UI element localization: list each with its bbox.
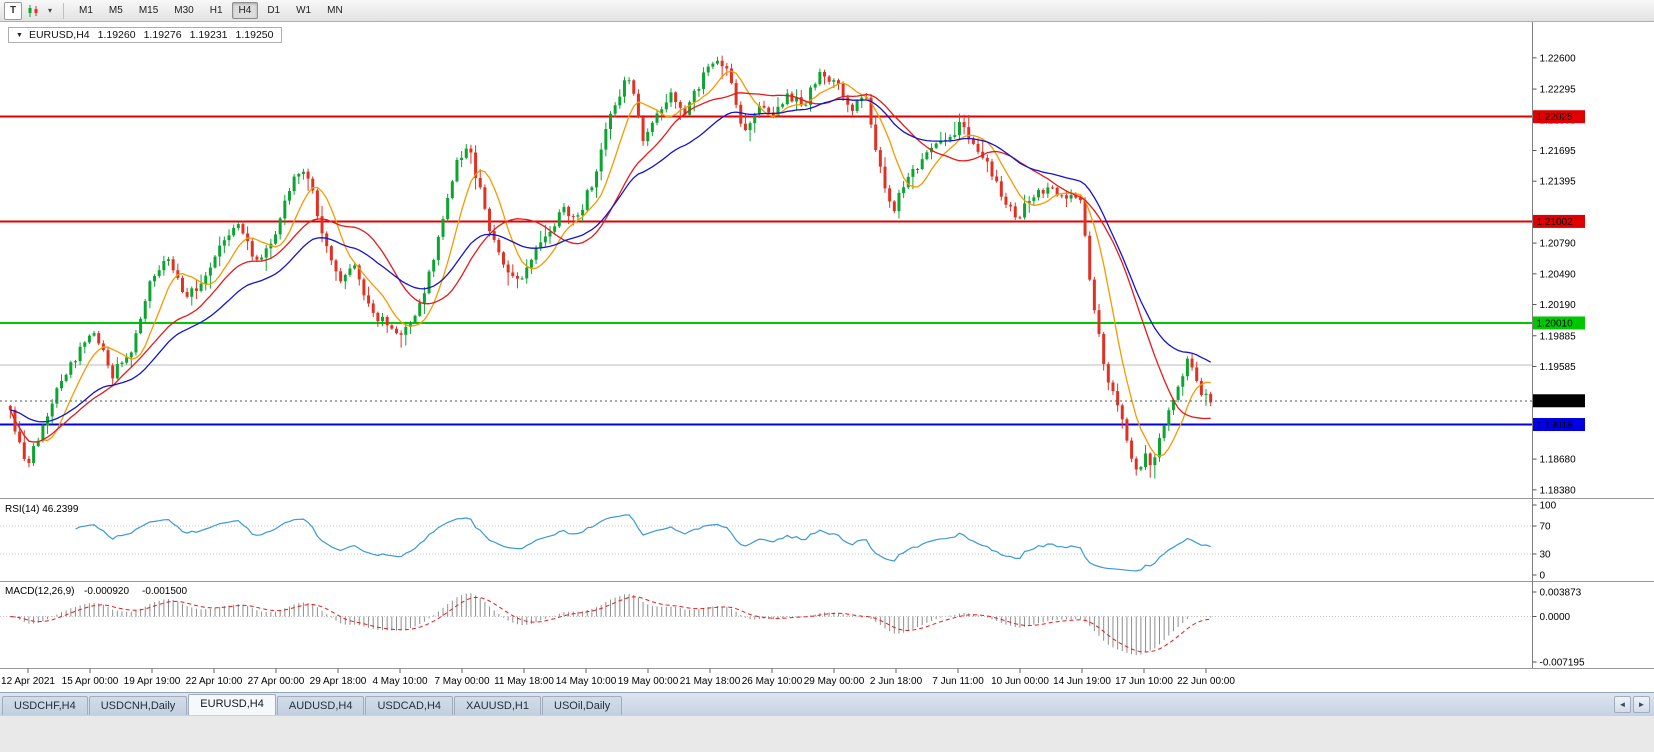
chart-area[interactable]: RSI(14) 46.2399 MACD(12,26,9) -0.000920 -0.… [0, 22, 1654, 692]
quote-close: 1.19250 [235, 29, 274, 41]
svg-text:22 Jun 00:00: 22 Jun 00:00 [1177, 676, 1235, 687]
svg-text:4 May 10:00: 4 May 10:00 [372, 676, 427, 687]
svg-text:MACD(12,26,9): MACD(12,26,9) [5, 586, 74, 597]
svg-text:1.22600: 1.22600 [1540, 53, 1577, 64]
candles-layer [8, 55, 1213, 479]
svg-text:0: 0 [1540, 571, 1546, 582]
symbol-period-label: EURUSD,H4 [28, 29, 90, 41]
svg-text:26 May 10:00: 26 May 10:00 [742, 676, 803, 687]
horizontal-lines-layer [0, 115, 1533, 426]
svg-text:1.19018: 1.19018 [1537, 420, 1574, 431]
svg-text:2 Jun 18:00: 2 Jun 18:00 [870, 676, 923, 687]
timeframe-h1[interactable]: H1 [209, 5, 223, 16]
timeframe-m30[interactable]: M30 [174, 5, 194, 16]
tab-audusd-h4[interactable]: AUDUSD,H4 [276, 696, 365, 715]
svg-text:100: 100 [1540, 501, 1557, 512]
svg-text:1.20190: 1.20190 [1540, 300, 1577, 311]
svg-text:1.20490: 1.20490 [1540, 269, 1577, 280]
svg-text:17 Jun 10:00: 17 Jun 10:00 [1115, 676, 1173, 687]
svg-text:1.18680: 1.18680 [1540, 455, 1577, 466]
timeframe-buttons: M1 M5 M15 M30 H1 H4 D1 W1 MN [71, 2, 351, 19]
tabs-scroll-left-button[interactable]: ◄ [1614, 696, 1631, 713]
moving-average-lines [9, 70, 1212, 457]
svg-text:7 May 00:00: 7 May 00:00 [434, 676, 489, 687]
svg-text:1.19885: 1.19885 [1540, 331, 1577, 342]
svg-text:1.19585: 1.19585 [1540, 362, 1577, 373]
timeframe-m15[interactable]: M15 [138, 5, 159, 16]
svg-text:1.18380: 1.18380 [1540, 485, 1577, 496]
time-axis[interactable]: 12 Apr 2021 15 Apr 00:00 19 Apr 19:00 22 Ap… [0, 668, 1654, 688]
svg-text:15 Apr 00:00: 15 Apr 00:00 [62, 676, 119, 687]
chart-tabs-bar: USDCHF,H4 USDCNH,Daily EURUSD,H4 AUDUSD,H4 U… [0, 692, 1654, 715]
chart-tabs: USDCHF,H4 USDCNH,Daily EURUSD,H4 AUDUSD,H4 U… [2, 694, 623, 715]
svg-text:0.0000: 0.0000 [1540, 612, 1571, 623]
svg-text:-0.001500: -0.001500 [142, 586, 187, 597]
timeframe-m1[interactable]: M1 [79, 5, 93, 16]
tab-eurusd-h4[interactable]: EURUSD,H4 [188, 694, 276, 715]
quote-high: 1.19276 [143, 29, 182, 41]
svg-text:14 May 10:00: 14 May 10:00 [556, 676, 617, 687]
tab-usdcad-h4[interactable]: USDCAD,H4 [365, 696, 454, 715]
svg-text:1.21695: 1.21695 [1540, 146, 1577, 157]
top-toolbar: T ▾ M1 M5 M15 M30 H1 H4 D1 W1 MN [0, 0, 1654, 22]
timeframe-w1[interactable]: W1 [296, 5, 312, 16]
tabs-scroll-right-button[interactable]: ► [1633, 696, 1650, 713]
tab-xauusd-h1[interactable]: XAUUSD,H1 [454, 696, 541, 715]
svg-text:-0.000920: -0.000920 [84, 586, 129, 597]
svg-text:12 Apr 2021: 12 Apr 2021 [1, 676, 55, 687]
toolbar-separator [63, 2, 64, 19]
svg-text:RSI(14) 46.2399: RSI(14) 46.2399 [5, 504, 79, 515]
collapse-triangle-icon[interactable]: ▼ [16, 31, 23, 39]
svg-text:29 Apr 18:00: 29 Apr 18:00 [310, 676, 367, 687]
macd-panel: MACD(12,26,9) -0.000920 -0.001500 [0, 581, 1654, 656]
svg-text:30: 30 [1540, 550, 1552, 561]
svg-text:22 Apr 10:00: 22 Apr 10:00 [186, 676, 243, 687]
svg-text:70: 70 [1540, 522, 1552, 533]
svg-text:14 Jun 19:00: 14 Jun 19:00 [1053, 676, 1111, 687]
svg-text:1.19250: 1.19250 [1537, 396, 1574, 407]
timeframe-h4[interactable]: H4 [231, 2, 259, 19]
svg-text:-0.007195: -0.007195 [1540, 658, 1585, 669]
tab-usdcnh-daily[interactable]: USDCNH,Daily [88, 696, 188, 715]
ohlc-info-box[interactable]: ▼ EURUSD,H4 1.19260 1.19276 1.19231 1.19… [8, 27, 282, 43]
svg-text:27 Apr 00:00: 27 Apr 00:00 [248, 676, 305, 687]
svg-text:19 Apr 19:00: 19 Apr 19:00 [124, 676, 181, 687]
chart-type-button[interactable] [24, 2, 42, 20]
templates-button[interactable]: T [4, 1, 22, 20]
svg-text:1.20010: 1.20010 [1537, 318, 1574, 329]
bottom-filler [0, 715, 1654, 752]
timeframe-mn[interactable]: MN [327, 5, 343, 16]
svg-text:7 Jun 11:00: 7 Jun 11:00 [932, 676, 984, 687]
timeframe-d1[interactable]: D1 [267, 5, 281, 16]
price-chart[interactable]: RSI(14) 46.2399 MACD(12,26,9) -0.000920 -0.… [0, 22, 1654, 692]
svg-text:1.21002: 1.21002 [1537, 217, 1574, 228]
timeframe-m5[interactable]: M5 [108, 5, 123, 16]
svg-text:1.22025: 1.22025 [1537, 112, 1574, 123]
svg-text:19 May 00:00: 19 May 00:00 [618, 676, 679, 687]
main-price-panel [0, 55, 1533, 479]
svg-text:0.003873: 0.003873 [1540, 588, 1582, 599]
svg-text:29 May 00:00: 29 May 00:00 [804, 676, 865, 687]
tabs-scroll-buttons: ◄ ► [1614, 696, 1652, 715]
quote-low: 1.19231 [189, 29, 228, 41]
chart-type-dropdown[interactable]: ▾ [47, 6, 52, 15]
quote-open: 1.19260 [97, 29, 136, 41]
svg-text:11 May 18:00: 11 May 18:00 [494, 676, 554, 687]
svg-text:1.22295: 1.22295 [1540, 85, 1577, 96]
svg-text:10 Jun 00:00: 10 Jun 00:00 [991, 676, 1049, 687]
candlestick-chart-icon [28, 4, 38, 17]
rsi-panel: RSI(14) 46.2399 [0, 498, 1654, 572]
svg-text:1.21395: 1.21395 [1540, 177, 1577, 188]
svg-text:21 May 18:00: 21 May 18:00 [680, 676, 741, 687]
tab-usoil-daily[interactable]: USOil,Daily [542, 696, 623, 715]
svg-text:1.20790: 1.20790 [1540, 239, 1577, 250]
tab-usdchf-h4[interactable]: USDCHF,H4 [2, 696, 88, 715]
price-axis[interactable]: 1.226001.222951.219951.216951.213951.207… [1532, 22, 1586, 669]
